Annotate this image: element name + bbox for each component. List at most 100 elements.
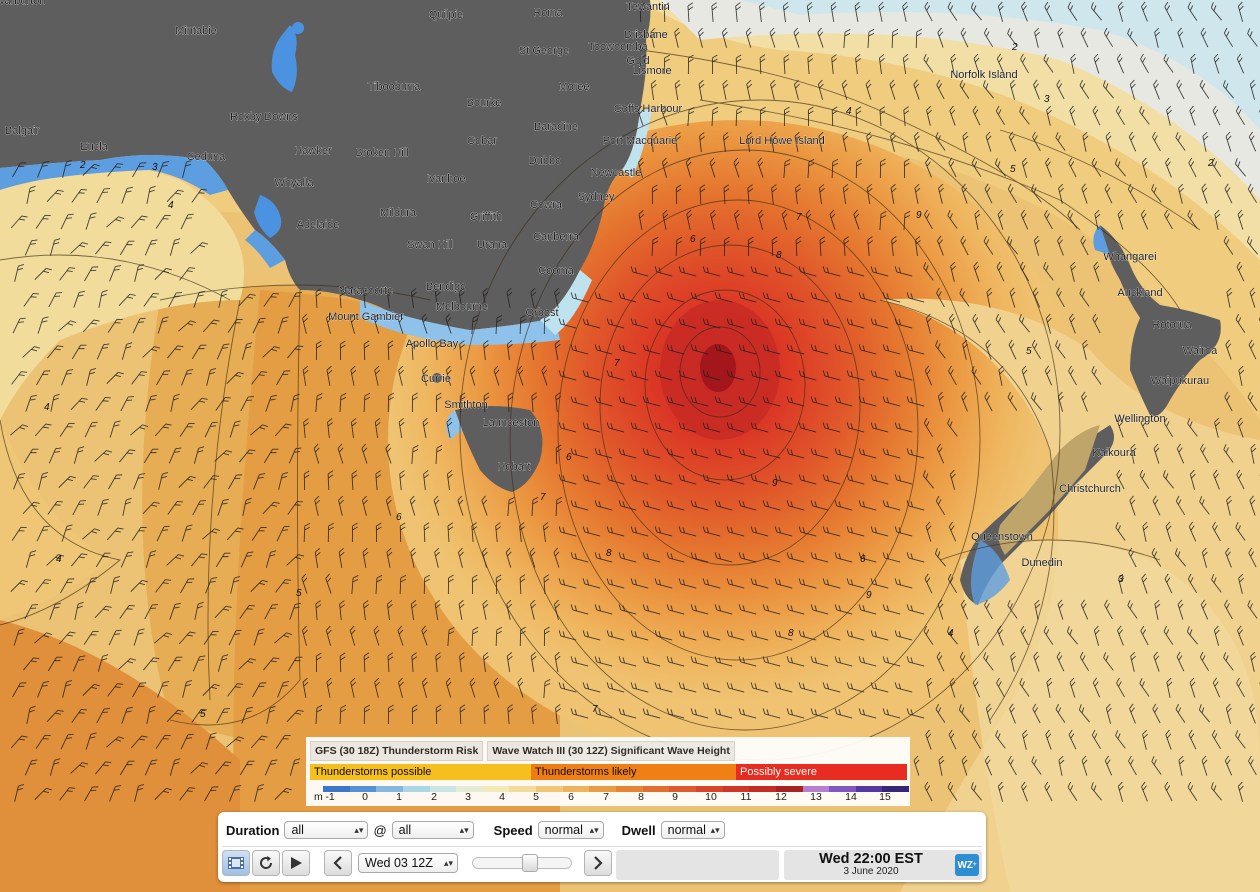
wind-barb xyxy=(1021,781,1028,802)
speed-select[interactable]: normal ▴▾ xyxy=(537,821,604,839)
wind-barb xyxy=(122,497,132,516)
wind-barb xyxy=(10,424,29,436)
dwell-select[interactable]: normal ▴▾ xyxy=(660,821,725,839)
wind-barb xyxy=(1105,703,1112,724)
wind-barb xyxy=(924,209,933,230)
legend-tab-thunderstorm[interactable]: GFS (30 18Z) Thunderstorm Risk xyxy=(310,741,484,761)
wind-barb xyxy=(973,53,980,74)
wind-barb xyxy=(846,318,865,329)
wind-barb xyxy=(541,365,548,386)
wind-barb xyxy=(61,369,74,386)
wind-barb xyxy=(1056,651,1065,672)
film-mode-button[interactable] xyxy=(222,850,250,876)
wind-barb xyxy=(531,496,539,517)
next-button[interactable] xyxy=(584,850,612,876)
wind-barb xyxy=(482,599,489,620)
wind-barb xyxy=(206,368,217,386)
date-select[interactable]: Wed 03 12Z ▴▾ xyxy=(358,853,458,873)
wind-barb xyxy=(582,318,601,329)
wind-barb xyxy=(834,344,853,355)
wind-barb xyxy=(107,683,124,697)
wind-barb xyxy=(1164,209,1173,230)
wind-barb xyxy=(457,495,464,516)
at-select[interactable]: all ▴▾ xyxy=(391,821,474,839)
wind-barb xyxy=(1034,599,1041,620)
wind-barb xyxy=(1249,495,1256,516)
wind-barb xyxy=(582,526,601,537)
wind-barb xyxy=(469,365,476,386)
wind-barb xyxy=(960,235,969,256)
select-arrows-icon: ▴▾ xyxy=(589,825,599,835)
wind-barb xyxy=(337,443,344,464)
previous-button[interactable] xyxy=(324,850,352,876)
wind-barb xyxy=(1078,704,1090,723)
reload-button[interactable] xyxy=(252,850,280,876)
wind-barb xyxy=(363,392,371,413)
wind-barb xyxy=(459,392,466,413)
place-label: Toowoomba xyxy=(588,41,648,53)
wind-barb xyxy=(882,448,901,459)
wind-barb xyxy=(959,79,970,99)
legend-tab-wave-height[interactable]: Wave Watch III (30 12Z) Significant Wave… xyxy=(487,741,735,761)
wave-color-swatch xyxy=(802,786,830,792)
place-label: Waipukurau xyxy=(1151,375,1209,387)
wind-barb xyxy=(834,708,853,719)
wind-barb xyxy=(155,734,171,749)
play-button[interactable] xyxy=(282,850,310,876)
wind-barb xyxy=(798,630,817,641)
wave-tick-label: 7 xyxy=(603,791,609,803)
wind-barb xyxy=(879,211,887,231)
wind-barb xyxy=(879,158,886,179)
wind-barb xyxy=(1045,157,1052,178)
wind-barb xyxy=(923,625,934,645)
wind-barb xyxy=(1177,27,1184,48)
wind-barb xyxy=(49,758,61,776)
wind-barb xyxy=(961,183,968,204)
place-label: Roma xyxy=(533,7,563,19)
place-label: Wellington xyxy=(1114,413,1165,425)
place-label: Cowra xyxy=(530,199,563,211)
wind-barb xyxy=(506,599,513,620)
wind-barb xyxy=(630,630,649,641)
weatherzone-logo[interactable]: WZ + xyxy=(955,854,979,876)
place-label: St George xyxy=(519,45,569,57)
wind-barb xyxy=(1140,209,1149,230)
wind-barb xyxy=(1199,79,1210,99)
place-label: Moree xyxy=(558,81,589,93)
place-label: Bourke xyxy=(467,97,502,109)
wind-barb xyxy=(805,209,812,230)
wind-barb xyxy=(190,242,209,254)
wind-barb xyxy=(325,625,332,646)
wind-barb xyxy=(1248,339,1257,360)
wind-barb xyxy=(517,365,524,386)
wind-barb xyxy=(733,157,740,178)
wind-barb xyxy=(722,132,729,152)
place-label: Griffith xyxy=(470,211,502,223)
wind-barb xyxy=(36,370,51,386)
chevron-left-icon xyxy=(333,856,342,870)
time-slider-thumb[interactable] xyxy=(522,854,538,872)
wind-barb xyxy=(1139,677,1150,697)
wind-barb xyxy=(132,682,147,698)
wind-barb xyxy=(1186,626,1198,645)
duration-select[interactable]: all ▴▾ xyxy=(284,821,369,839)
wind-barb xyxy=(639,54,647,75)
contour-label: 7 xyxy=(540,492,546,503)
contour-label: 4 xyxy=(846,106,852,117)
wind-barb xyxy=(1057,235,1064,256)
wind-barb xyxy=(698,27,704,48)
wind-barb xyxy=(58,475,76,488)
wind-barb xyxy=(373,313,380,334)
wind-barb xyxy=(339,340,346,361)
place-label: Whangarei xyxy=(1103,251,1156,263)
wind-barb xyxy=(961,391,968,412)
wind-barb xyxy=(287,345,304,359)
wind-barb xyxy=(170,393,180,412)
wind-barb xyxy=(866,183,873,204)
wind-barb xyxy=(924,781,933,802)
wind-barb xyxy=(714,656,733,667)
wind-barb xyxy=(447,627,455,647)
wind-barb xyxy=(144,239,158,256)
wind-barb xyxy=(120,551,134,568)
